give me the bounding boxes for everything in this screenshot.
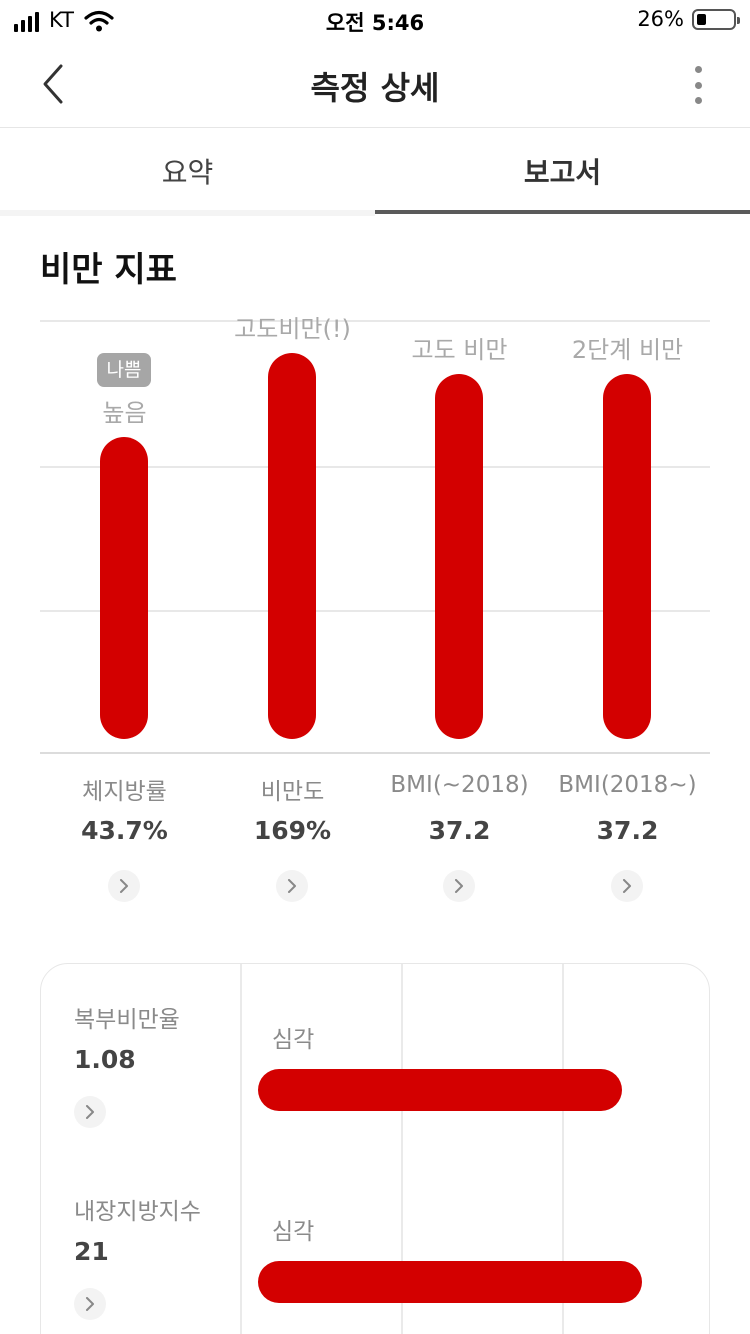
row-value: 1.08 <box>74 1045 136 1074</box>
metric-level-label: 높음 <box>102 399 147 427</box>
metric-bar <box>435 374 483 739</box>
battery-icon <box>692 8 740 30</box>
metric-level-label: 고도비만(!) <box>234 315 351 343</box>
grid-line <box>40 466 710 468</box>
grid-line <box>40 320 710 322</box>
metric-value: 37.2 <box>596 816 659 845</box>
nav-bar: 측정 상세 <box>0 40 750 128</box>
metric-name: BMI(2018~) <box>558 772 697 798</box>
tab-bar: 요약 보고서 <box>0 129 750 215</box>
tab-report[interactable]: 보고서 <box>523 156 602 189</box>
grid-line <box>40 610 710 612</box>
card-divider <box>240 964 242 1334</box>
metric-level-label: 고도 비만 <box>411 336 508 364</box>
row-name: 내장지방지수 <box>74 1199 201 1225</box>
metric-bar <box>603 374 651 739</box>
metric-value: 37.2 <box>428 816 491 845</box>
battery-percent: 26% <box>637 7 684 31</box>
chevron-right-icon[interactable] <box>611 870 643 902</box>
tab-divider <box>0 210 375 216</box>
signal-icon <box>14 10 39 32</box>
row-bar <box>258 1261 642 1303</box>
chevron-right-icon[interactable] <box>276 870 308 902</box>
chevron-right-icon[interactable] <box>74 1288 106 1320</box>
row-value: 21 <box>74 1237 109 1266</box>
carrier-label: KT <box>49 8 74 32</box>
chevron-right-icon[interactable] <box>108 870 140 902</box>
metric-bar <box>268 353 316 739</box>
row-level-label: 심각 <box>272 1027 315 1053</box>
battery-fill <box>697 13 706 25</box>
row-level-label: 심각 <box>272 1219 315 1245</box>
chevron-right-icon[interactable] <box>443 870 475 902</box>
battery-cap <box>737 16 740 24</box>
metric-level-label: 2단계 비만 <box>571 336 684 364</box>
metric-name: 체지방률 <box>82 779 167 805</box>
metric-value: 169% <box>253 816 332 845</box>
chevron-right-icon[interactable] <box>74 1096 106 1128</box>
row-bar <box>258 1069 622 1111</box>
card-grid-line <box>562 964 564 1334</box>
wifi-icon <box>84 10 114 32</box>
status-bar: KT 오전 5:46 26% <box>0 0 750 40</box>
chart-baseline <box>40 752 710 754</box>
metric-name: 비만도 <box>260 779 325 805</box>
card-grid-line <box>401 964 403 1334</box>
row-name: 복부비만율 <box>74 1007 180 1033</box>
status-time: 오전 5:46 <box>325 11 425 35</box>
tab-active-indicator <box>375 210 750 214</box>
chevron-left-icon[interactable] <box>30 60 78 108</box>
status-right: 26% <box>637 7 740 31</box>
metric-bar <box>100 437 148 739</box>
page-title: 측정 상세 <box>310 69 440 107</box>
tab-summary[interactable]: 요약 <box>161 156 214 189</box>
metric-value: 43.7% <box>81 816 168 845</box>
metric-name: BMI(~2018) <box>390 772 529 798</box>
more-vertical-icon[interactable] <box>692 66 704 104</box>
section-title: 비만 지표 <box>40 250 177 290</box>
status-badge: 나쁨 <box>97 353 151 387</box>
status-left: KT <box>14 8 114 32</box>
